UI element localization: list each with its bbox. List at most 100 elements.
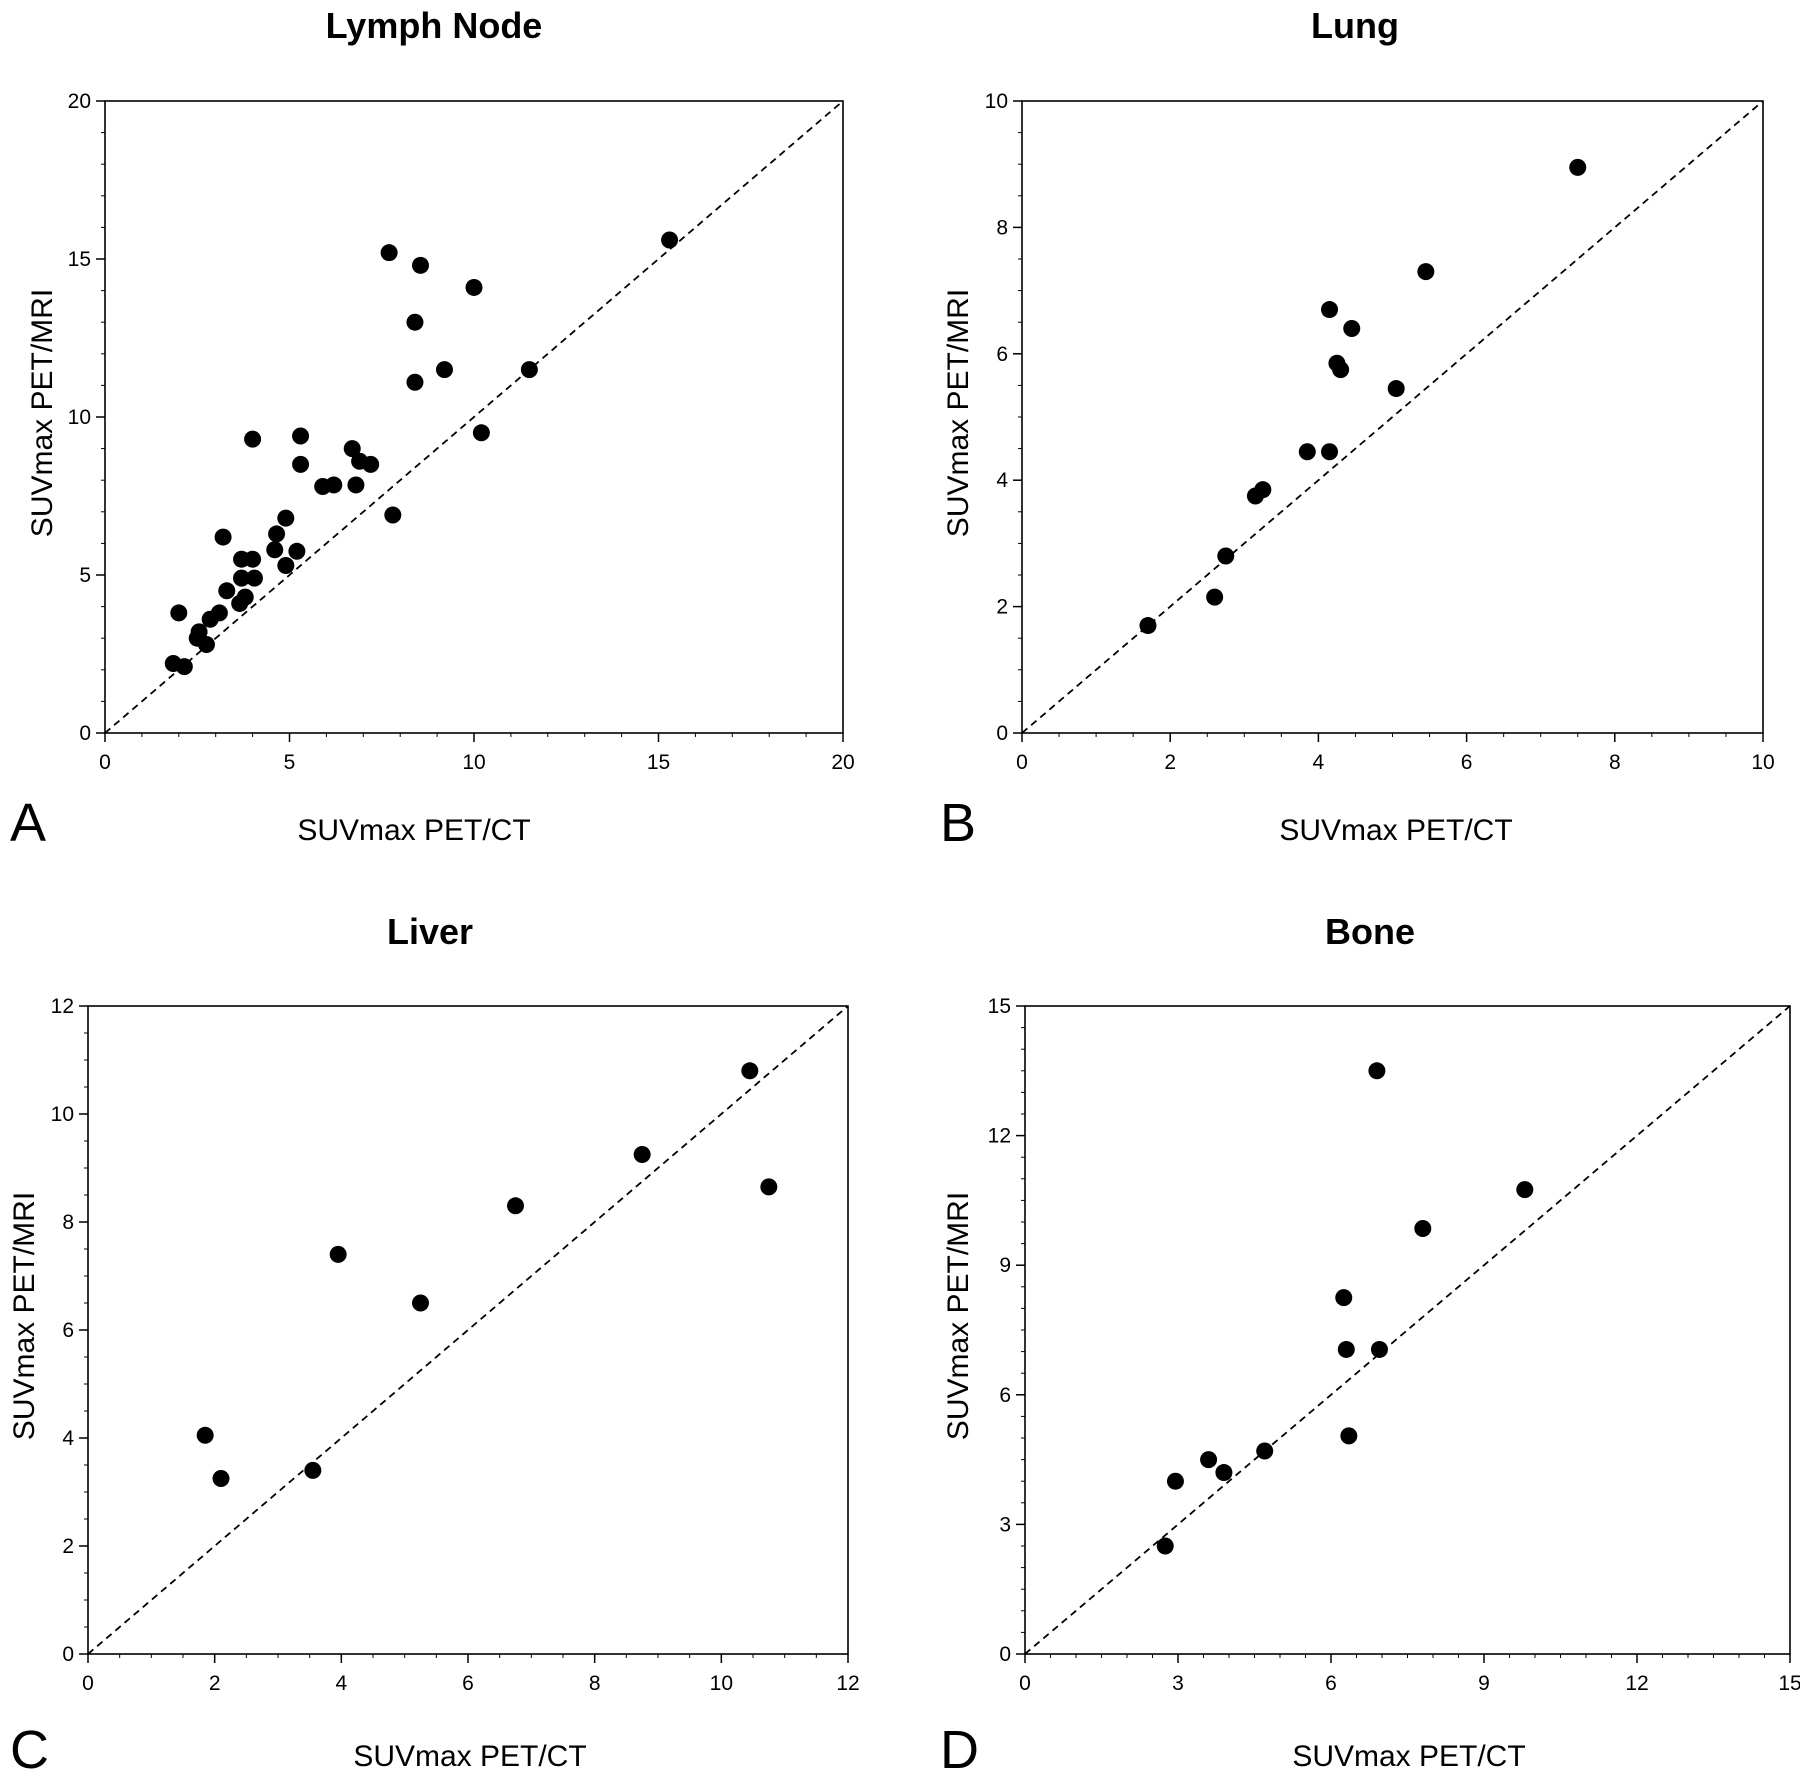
x-tick-label: 0	[1016, 751, 1028, 774]
y-tick-label: 8	[996, 216, 1008, 239]
data-point	[277, 557, 295, 575]
x-tick-label: 10	[710, 1672, 733, 1695]
x-tick-label: 5	[284, 751, 296, 774]
data-point	[411, 256, 429, 274]
data-point	[1215, 1464, 1233, 1482]
y-axis-label: SUVmax PET/MRI	[26, 289, 59, 537]
x-tick-label: 2	[209, 1672, 221, 1695]
x-tick-label: 0	[99, 751, 111, 774]
x-tick-label: 6	[1325, 1672, 1337, 1695]
data-point	[288, 542, 306, 560]
data-point	[292, 455, 310, 473]
data-point	[1340, 1427, 1358, 1445]
x-tick-label: 4	[335, 1672, 347, 1695]
x-tick-label: 20	[831, 751, 854, 774]
data-point	[384, 506, 402, 524]
data-point	[236, 588, 254, 606]
data-point	[406, 373, 424, 391]
y-tick-label: 4	[996, 469, 1008, 492]
x-tick-label: 15	[1778, 1672, 1800, 1695]
data-point	[268, 525, 286, 543]
data-point	[1387, 380, 1405, 398]
data-point	[406, 313, 424, 331]
y-tick-label: 5	[79, 564, 91, 587]
data-point	[362, 455, 380, 473]
data-point	[212, 1470, 230, 1487]
panel-title: Lung	[1311, 5, 1399, 46]
y-tick-label: 4	[62, 1427, 74, 1450]
data-point	[304, 1461, 322, 1479]
data-point	[1370, 1340, 1388, 1358]
data-point	[343, 440, 361, 458]
data-point	[1156, 1537, 1174, 1555]
data-point	[1321, 443, 1339, 461]
y-tick-label: 6	[996, 343, 1008, 366]
y-tick-label: 0	[79, 722, 91, 745]
data-point	[196, 1426, 214, 1444]
data-point	[472, 424, 490, 442]
data-point	[1417, 263, 1435, 281]
x-tick-label: 2	[1164, 751, 1176, 774]
x-axis-label: SUVmax PET/CT	[297, 814, 530, 847]
x-axis-label: SUVmax PET/CT	[1279, 814, 1512, 847]
data-point	[1337, 1340, 1355, 1358]
y-tick-label: 15	[68, 248, 91, 271]
data-point	[244, 550, 262, 568]
y-tick-label: 12	[51, 995, 74, 1018]
data-point	[1206, 588, 1224, 606]
x-tick-label: 10	[1751, 751, 1774, 774]
data-point	[1139, 617, 1157, 635]
x-tick-label: 12	[836, 1672, 859, 1695]
y-tick-label: 15	[988, 995, 1011, 1018]
data-point	[218, 582, 236, 600]
y-axis-label: SUVmax PET/MRI	[8, 1192, 41, 1440]
panel-letter: A	[10, 793, 46, 853]
panel-lung: Lung SUVmax PET/MRI SUVmax PET/CT B 0 2 4 6…	[940, 5, 1775, 853]
identity-line	[87, 1005, 849, 1655]
data-point	[633, 1146, 651, 1163]
identity-line	[104, 100, 844, 734]
data-point	[741, 1062, 759, 1080]
identity-line	[1021, 100, 1764, 734]
data-point	[175, 658, 193, 676]
y-tick-label: 10	[68, 406, 91, 429]
panel-letter: D	[940, 1720, 979, 1780]
data-point	[1166, 1472, 1184, 1490]
data-point	[380, 244, 398, 262]
panel-title: Lymph Node	[326, 5, 543, 46]
data-point	[325, 476, 343, 494]
y-tick-label: 6	[999, 1384, 1011, 1407]
data-point	[1516, 1181, 1534, 1199]
y-tick-label: 9	[999, 1254, 1011, 1277]
data-point	[210, 604, 228, 622]
data-point	[1332, 361, 1350, 379]
y-axis-label: SUVmax PET/MRI	[942, 1192, 975, 1440]
data-point	[277, 509, 295, 527]
data-point	[661, 231, 679, 249]
data-point	[760, 1178, 778, 1196]
data-point	[412, 1294, 429, 1312]
data-point	[266, 541, 284, 559]
y-tick-label: 8	[62, 1211, 74, 1234]
x-tick-label: 10	[462, 751, 485, 774]
x-tick-label: 0	[82, 1672, 94, 1695]
x-tick-label: 8	[589, 1672, 601, 1695]
data-point	[1298, 443, 1316, 461]
x-tick-label: 12	[1625, 1672, 1648, 1695]
x-axis-label: SUVmax PET/CT	[353, 1740, 586, 1773]
data-point	[214, 528, 232, 546]
data-point	[1368, 1062, 1386, 1080]
data-point	[347, 476, 365, 494]
x-tick-label: 9	[1478, 1672, 1490, 1695]
data-point	[520, 361, 538, 379]
x-tick-label: 3	[1172, 1672, 1184, 1695]
data-point	[1200, 1451, 1218, 1469]
data-point	[465, 278, 483, 296]
data-point	[1569, 158, 1587, 176]
y-tick-label: 0	[999, 1643, 1011, 1666]
panel-title: Bone	[1325, 911, 1415, 952]
data-point	[1254, 481, 1272, 499]
x-tick-label: 6	[462, 1672, 474, 1695]
data-point	[197, 636, 215, 654]
y-tick-label: 12	[988, 1125, 1011, 1148]
